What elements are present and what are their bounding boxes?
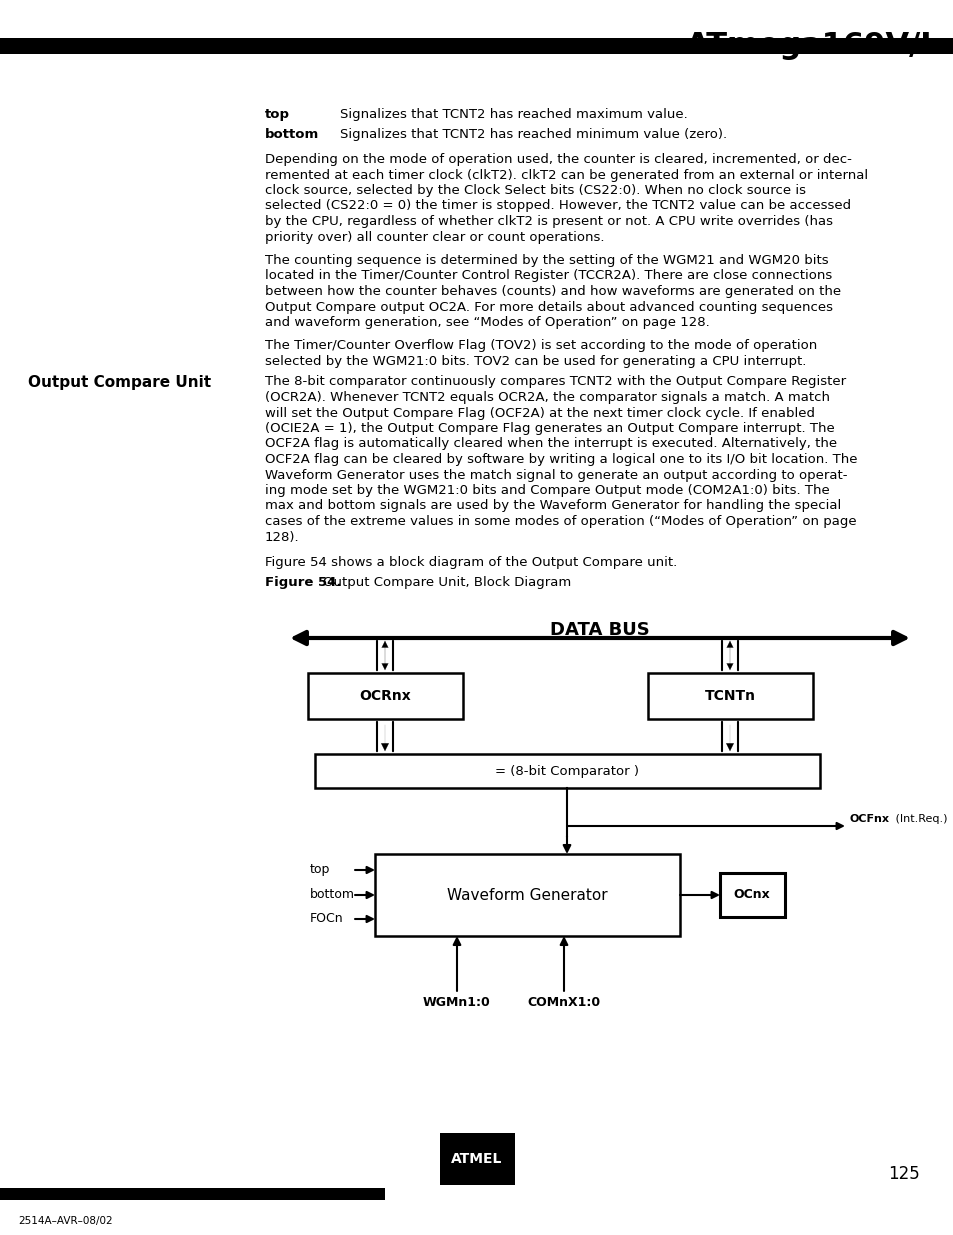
- Text: DATA BUS: DATA BUS: [550, 621, 649, 638]
- Bar: [314, 755, 820, 788]
- Text: bottom: bottom: [310, 888, 355, 902]
- Text: The counting sequence is determined by the setting of the WGM21 and WGM20 bits: The counting sequence is determined by t…: [265, 254, 828, 267]
- Text: COMnX1:0: COMnX1:0: [527, 995, 600, 1009]
- Text: 2514A–AVR–08/02: 2514A–AVR–08/02: [18, 1216, 112, 1226]
- Text: Output Compare Unit: Output Compare Unit: [28, 375, 211, 390]
- Text: bottom: bottom: [265, 128, 319, 141]
- Text: FOCn: FOCn: [310, 913, 343, 925]
- Text: selected (CS22:0 = 0) the timer is stopped. However, the TCNT2 value can be acce: selected (CS22:0 = 0) the timer is stopp…: [265, 200, 850, 212]
- Text: and waveform generation, see “Modes of Operation” on page 128.: and waveform generation, see “Modes of O…: [265, 316, 709, 329]
- Text: Figure 54 shows a block diagram of the Output Compare unit.: Figure 54 shows a block diagram of the O…: [265, 556, 677, 569]
- Text: Signalizes that TCNT2 has reached minimum value (zero).: Signalizes that TCNT2 has reached minimu…: [339, 128, 726, 141]
- Bar: [308, 673, 462, 719]
- Bar: [375, 853, 679, 936]
- Text: The 8-bit comparator continuously compares TCNT2 with the Output Compare Registe: The 8-bit comparator continuously compar…: [265, 375, 845, 389]
- Text: ing mode set by the WGM21:0 bits and Compare Output mode (COM2A1:0) bits. The: ing mode set by the WGM21:0 bits and Com…: [265, 484, 829, 496]
- Text: The Timer/Counter Overflow Flag (TOV2) is set according to the mode of operation: The Timer/Counter Overflow Flag (TOV2) i…: [265, 340, 817, 352]
- Text: ATmega169V/L: ATmega169V/L: [684, 32, 939, 61]
- Bar: [0, 1188, 385, 1200]
- Bar: [439, 1132, 515, 1186]
- Text: OCRnx: OCRnx: [358, 689, 411, 703]
- Text: WGMn1:0: WGMn1:0: [423, 995, 491, 1009]
- Text: TCNTn: TCNTn: [703, 689, 755, 703]
- Text: Output Compare output OC2A. For more details about advanced counting sequences: Output Compare output OC2A. For more det…: [265, 300, 832, 314]
- Text: Signalizes that TCNT2 has reached maximum value.: Signalizes that TCNT2 has reached maximu…: [339, 107, 687, 121]
- Text: OCnx: OCnx: [733, 888, 770, 902]
- Text: OCF2A flag is automatically cleared when the interrupt is executed. Alternativel: OCF2A flag is automatically cleared when…: [265, 437, 836, 451]
- Text: selected by the WGM21:0 bits. TOV2 can be used for generating a CPU interrupt.: selected by the WGM21:0 bits. TOV2 can b…: [265, 354, 805, 368]
- Text: priority over) all counter clear or count operations.: priority over) all counter clear or coun…: [265, 231, 604, 243]
- Text: Output Compare Unit, Block Diagram: Output Compare Unit, Block Diagram: [323, 576, 571, 589]
- Text: ATMEL: ATMEL: [451, 1152, 502, 1166]
- Text: Figure 54.: Figure 54.: [265, 576, 341, 589]
- Text: 128).: 128).: [265, 531, 299, 543]
- Text: clock source, selected by the Clock Select bits (CS22:0). When no clock source i: clock source, selected by the Clock Sele…: [265, 184, 805, 198]
- Text: top: top: [265, 107, 290, 121]
- Text: ATMEL: ATMEL: [443, 1165, 510, 1183]
- Text: 125: 125: [887, 1165, 919, 1183]
- Text: remented at each timer clock (clkT2). clkT2 can be generated from an external or: remented at each timer clock (clkT2). cl…: [265, 168, 867, 182]
- Text: Depending on the mode of operation used, the counter is cleared, incremented, or: Depending on the mode of operation used,…: [265, 153, 851, 165]
- Text: (OCIE2A = 1), the Output Compare Flag generates an Output Compare interrupt. The: (OCIE2A = 1), the Output Compare Flag ge…: [265, 422, 834, 435]
- Text: located in the Timer/Counter Control Register (TCCR2A). There are close connecti: located in the Timer/Counter Control Reg…: [265, 269, 831, 283]
- Text: Waveform Generator: Waveform Generator: [446, 888, 607, 903]
- Text: cases of the extreme values in some modes of operation (“Modes of Operation” on : cases of the extreme values in some mode…: [265, 515, 856, 529]
- Text: (Int.Req.): (Int.Req.): [891, 814, 946, 824]
- Text: will set the Output Compare Flag (OCF2A) at the next timer clock cycle. If enabl: will set the Output Compare Flag (OCF2A)…: [265, 406, 814, 420]
- Text: = (8-bit Comparator ): = (8-bit Comparator ): [495, 764, 639, 778]
- Bar: [720, 873, 784, 918]
- Text: OCF2A flag can be cleared by software by writing a logical one to its I/O bit lo: OCF2A flag can be cleared by software by…: [265, 453, 857, 466]
- Text: by the CPU, regardless of whether clkT2 is present or not. A CPU write overrides: by the CPU, regardless of whether clkT2 …: [265, 215, 832, 228]
- Bar: [647, 673, 812, 719]
- Text: Waveform Generator uses the match signal to generate an output according to oper: Waveform Generator uses the match signal…: [265, 468, 846, 482]
- Text: top: top: [310, 863, 330, 877]
- Text: (OCR2A). Whenever TCNT2 equals OCR2A, the comparator signals a match. A match: (OCR2A). Whenever TCNT2 equals OCR2A, th…: [265, 391, 829, 404]
- Text: OCFnx: OCFnx: [849, 814, 889, 824]
- Bar: [0, 38, 953, 54]
- Text: max and bottom signals are used by the Waveform Generator for handling the speci: max and bottom signals are used by the W…: [265, 499, 841, 513]
- Text: between how the counter behaves (counts) and how waveforms are generated on the: between how the counter behaves (counts)…: [265, 285, 841, 298]
